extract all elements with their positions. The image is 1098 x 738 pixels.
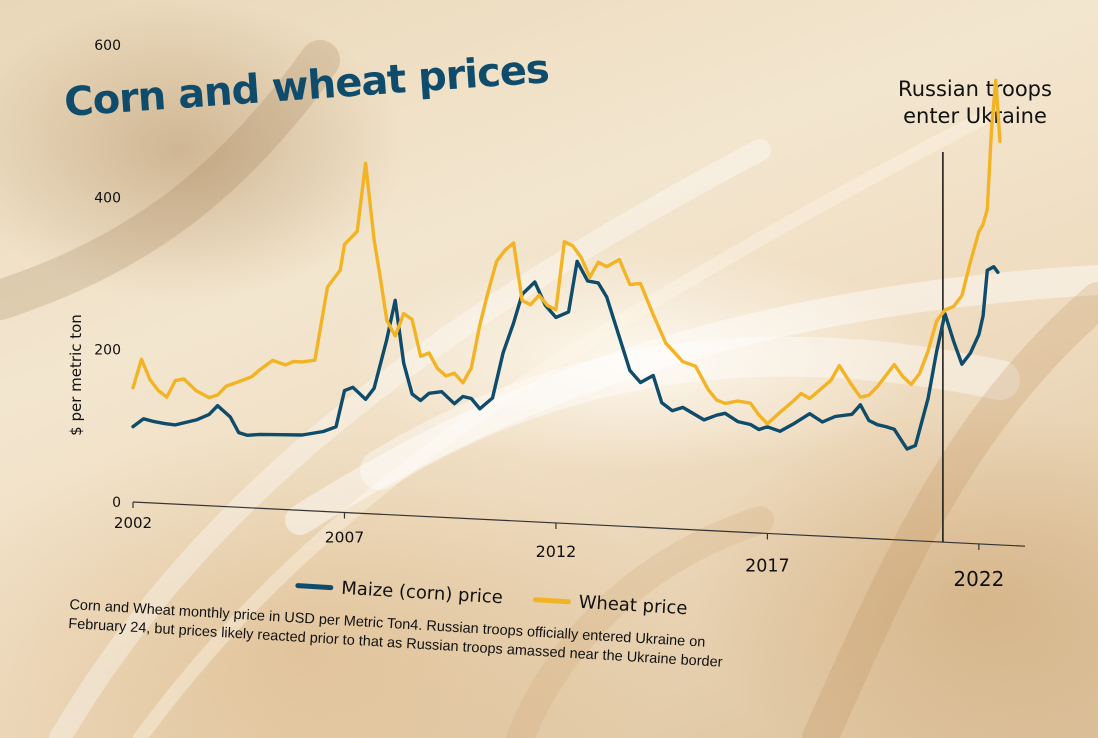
x-tick-label: 2007 <box>325 528 364 546</box>
y-tick-label: 400 <box>94 190 121 206</box>
x-axis-line <box>132 501 1026 547</box>
legend-swatch-wheat <box>532 597 571 605</box>
wheat-price-line <box>131 78 1002 426</box>
y-tick-label: 200 <box>94 343 121 359</box>
annotation-line-1: Russian troops <box>898 77 1052 101</box>
y-tick-label: 0 <box>112 495 121 511</box>
x-tick-label: 2017 <box>745 556 790 576</box>
y-tick-label: 600 <box>94 38 121 54</box>
legend-swatch-maize <box>295 582 334 591</box>
invasion-annotation-label: Russian troops enter Ukraine <box>860 76 1090 130</box>
x-tick-label: 2012 <box>536 542 577 561</box>
annotation-line-2: enter Ukraine <box>903 104 1047 128</box>
x-tick-label: 2002 <box>114 514 152 532</box>
maize-price-line <box>131 259 1000 451</box>
x-tick-label: 2022 <box>953 567 1004 591</box>
